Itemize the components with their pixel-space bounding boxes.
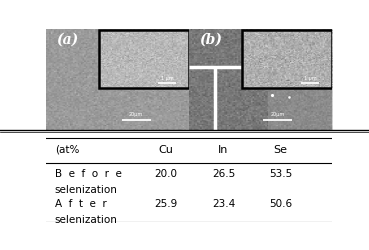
Bar — [242, 31, 332, 88]
Bar — [99, 31, 189, 88]
Text: 20μm: 20μm — [270, 112, 285, 116]
Text: 50.6: 50.6 — [269, 198, 292, 208]
Text: Cu: Cu — [159, 144, 174, 154]
Text: 20.0: 20.0 — [155, 168, 178, 178]
Text: selenization: selenization — [55, 214, 118, 224]
Text: B  e  f  o  r  e: B e f o r e — [55, 168, 121, 178]
Text: 1 μm: 1 μm — [304, 76, 316, 81]
Text: 23.4: 23.4 — [212, 198, 235, 208]
Text: (at%: (at% — [55, 144, 79, 154]
Text: 53.5: 53.5 — [269, 168, 292, 178]
Text: 25.9: 25.9 — [155, 198, 178, 208]
Text: 1 μm: 1 μm — [161, 76, 173, 81]
Text: A  f  t  e  r: A f t e r — [55, 198, 106, 208]
Text: Se: Se — [274, 144, 287, 154]
Text: 26.5: 26.5 — [212, 168, 235, 178]
Text: 20μm: 20μm — [129, 112, 143, 116]
Text: (a): (a) — [56, 32, 78, 46]
Text: selenization: selenization — [55, 184, 118, 194]
Text: (b): (b) — [199, 32, 222, 46]
Text: In: In — [218, 144, 229, 154]
